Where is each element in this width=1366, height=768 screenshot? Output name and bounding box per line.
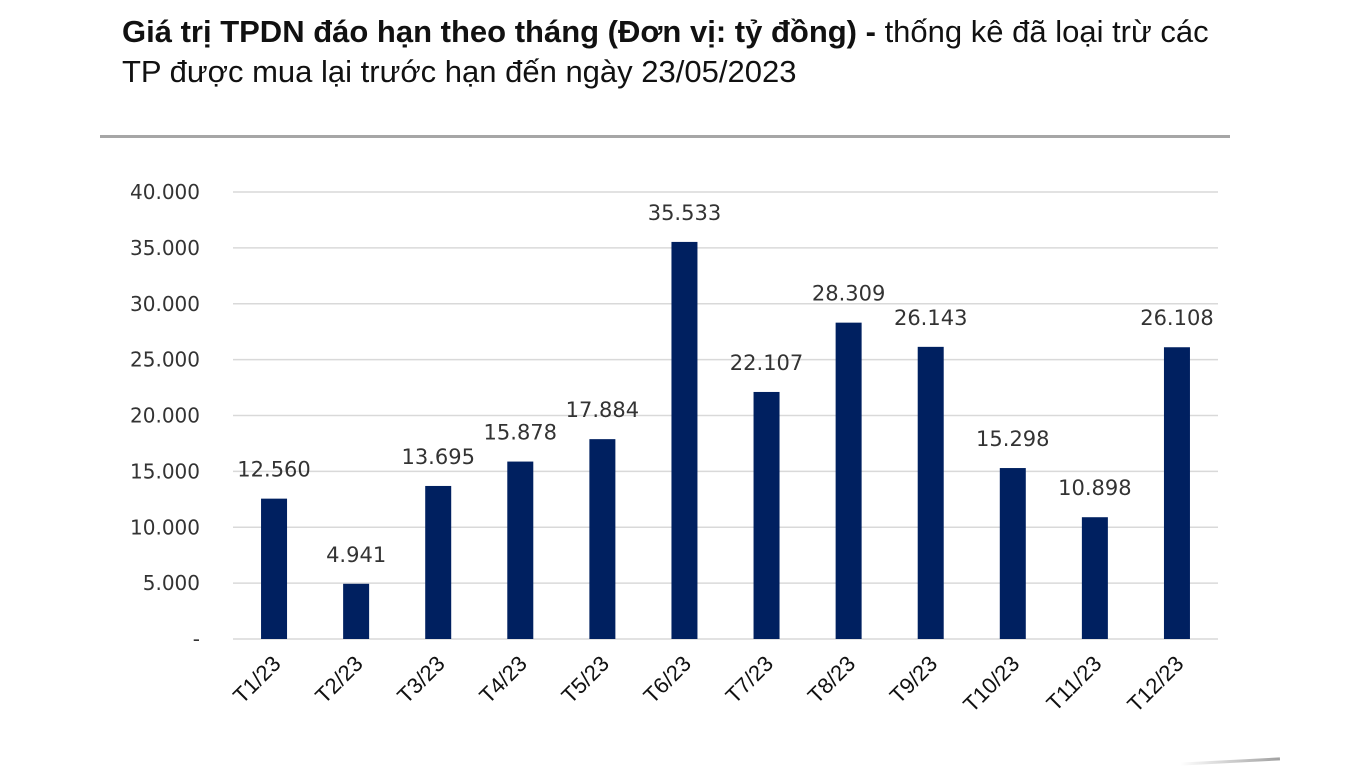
- y-tick-label: 10.000: [130, 515, 200, 539]
- x-tick-label: T7/23: [721, 651, 778, 708]
- x-tick-label: T6/23: [639, 651, 696, 708]
- y-tick-label: 25.000: [130, 348, 200, 372]
- x-tick-label: T2/23: [310, 651, 367, 708]
- x-tick-label: T11/23: [1041, 651, 1106, 716]
- data-label: 22.107: [730, 351, 803, 375]
- x-tick-label: T10/23: [958, 651, 1024, 717]
- bar: [1163, 347, 1190, 639]
- bar: [999, 468, 1026, 639]
- y-tick-label: 30.000: [130, 292, 200, 316]
- data-label: 35.533: [648, 201, 721, 225]
- bar: [835, 322, 862, 639]
- y-tick-label: 35.000: [130, 236, 200, 260]
- bar: [753, 391, 780, 639]
- y-tick-label: 15.000: [130, 459, 200, 483]
- data-label: 26.143: [894, 306, 967, 330]
- y-tick-label: -: [193, 627, 200, 651]
- x-tick-label: T4/23: [474, 651, 531, 708]
- data-label: 15.878: [484, 421, 557, 445]
- x-tick-label: T9/23: [885, 651, 942, 708]
- bar: [917, 346, 944, 639]
- x-tick-label: T12/23: [1122, 651, 1188, 717]
- y-tick-label: 5.000: [143, 571, 200, 595]
- bar: [425, 485, 452, 639]
- x-tick-label: T8/23: [803, 651, 860, 708]
- data-label: 13.695: [401, 445, 474, 469]
- data-label: 4.941: [326, 543, 386, 567]
- chart-title-rest: thống kê đã loại trừ các TP được mua lại…: [122, 14, 1209, 89]
- data-label: 15.298: [976, 427, 1049, 451]
- bar: [343, 583, 370, 639]
- bar: [507, 461, 534, 639]
- data-label: 17.884: [566, 398, 639, 422]
- data-label: 12.560: [237, 458, 310, 482]
- y-tick-label: 40.000: [130, 180, 200, 204]
- bar: [589, 439, 616, 639]
- bar: [671, 241, 698, 639]
- title-divider: [100, 135, 1230, 138]
- bar: [261, 498, 288, 639]
- data-label: 28.309: [812, 282, 885, 306]
- chart-title-bold: Giá trị TPDN đáo hạn theo tháng (Đơn vị:…: [122, 14, 876, 49]
- x-tick-label: T5/23: [556, 651, 613, 708]
- y-tick-label: 20.000: [130, 404, 200, 428]
- chart-title: Giá trị TPDN đáo hạn theo tháng (Đơn vị:…: [122, 12, 1232, 92]
- bar: [1081, 517, 1108, 639]
- data-label: 10.898: [1058, 476, 1131, 500]
- data-label: 26.108: [1140, 306, 1213, 330]
- x-tick-label: T1/23: [228, 651, 285, 708]
- x-tick-label: T3/23: [392, 651, 449, 708]
